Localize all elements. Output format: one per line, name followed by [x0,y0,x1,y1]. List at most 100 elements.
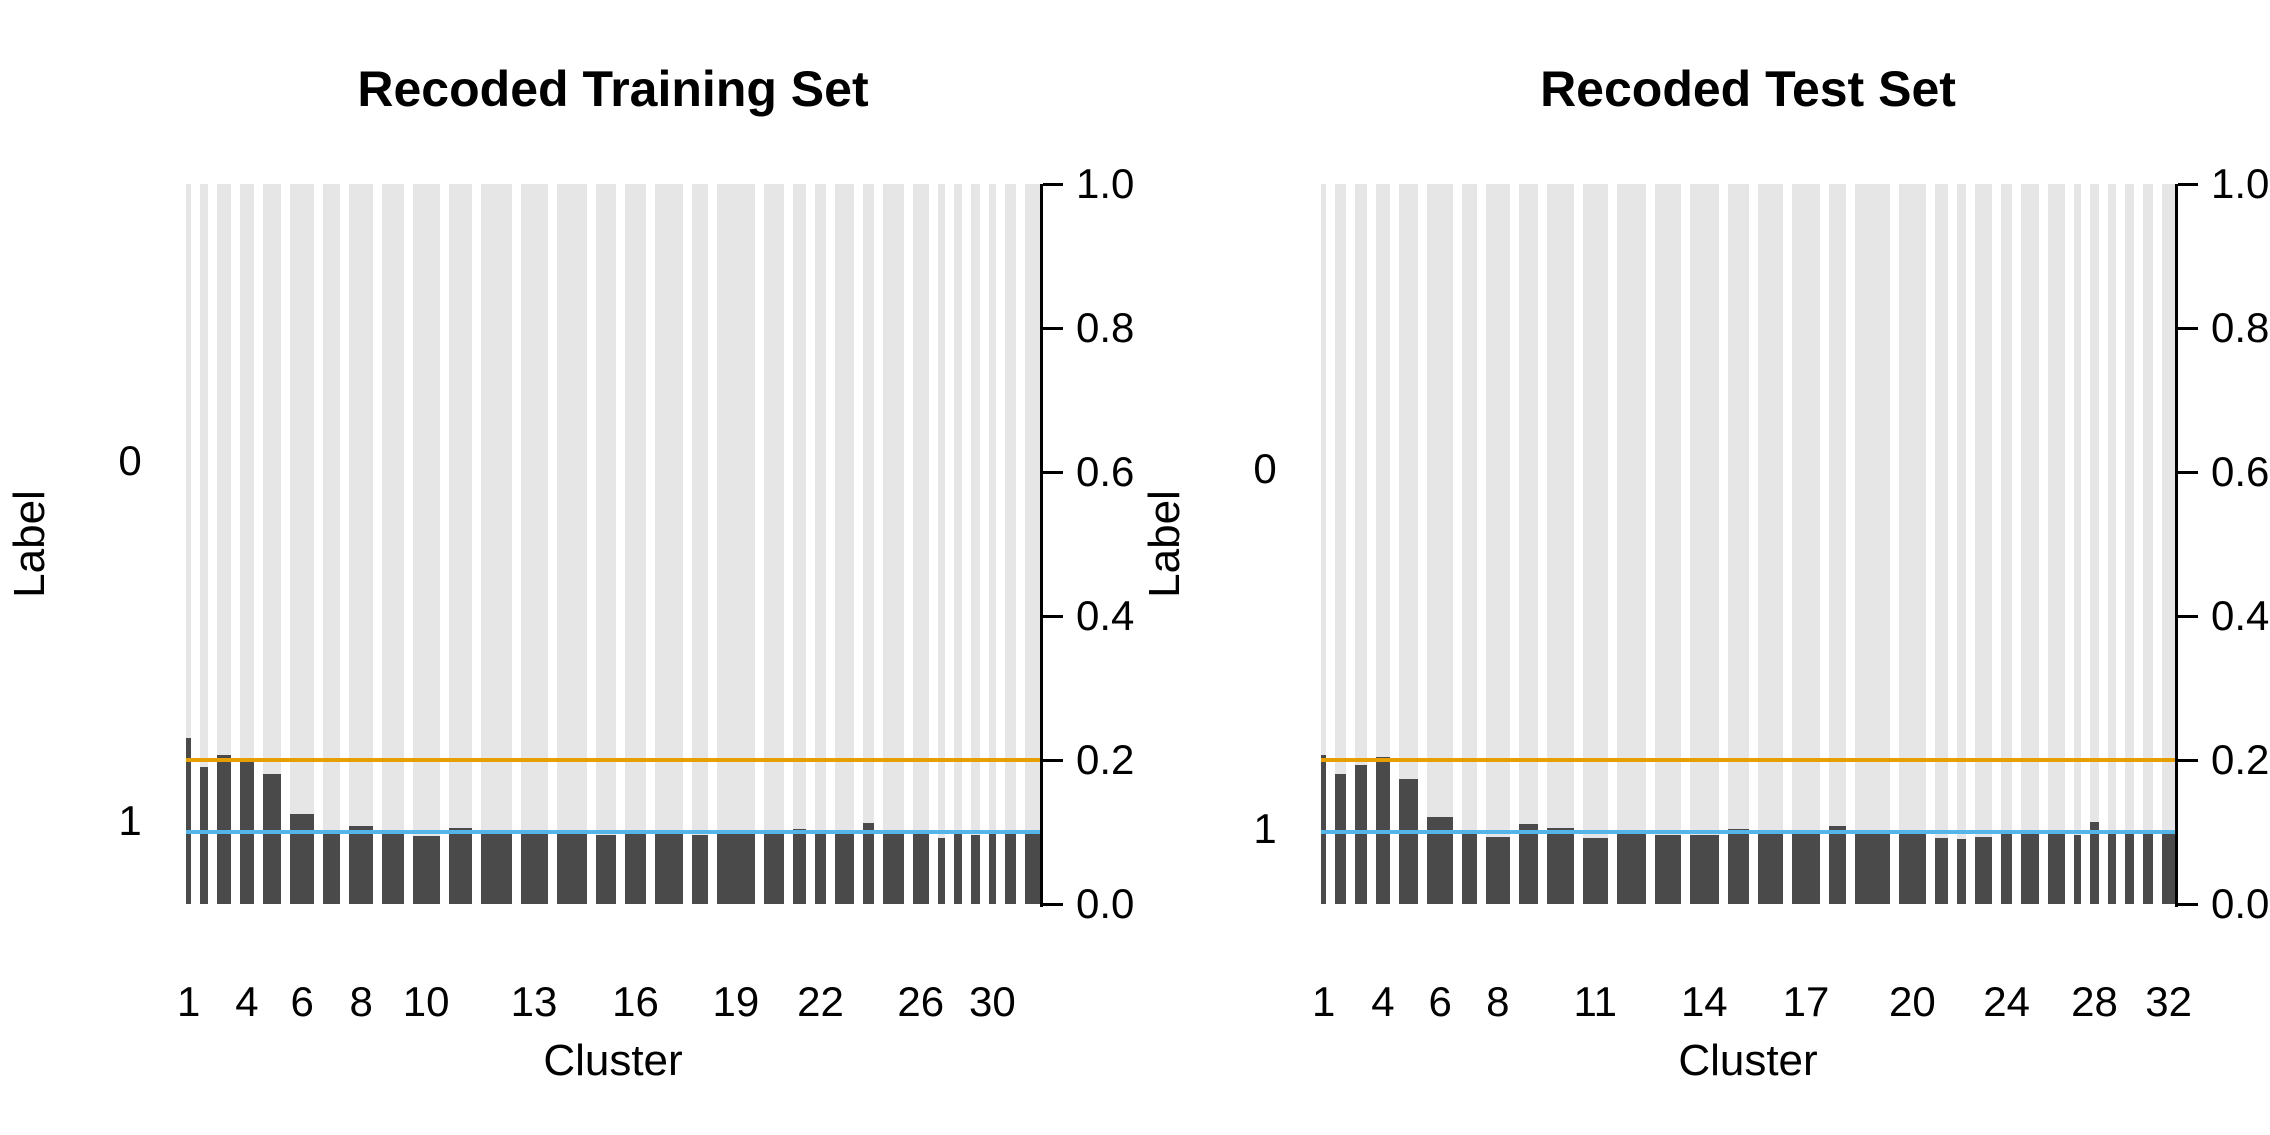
spine-column-label1 [1654,835,1682,904]
spine-column-label0 [349,184,374,826]
y-category-0: 0 [118,437,142,485]
spine-column-label1 [1547,828,1574,904]
spine-column-label1 [1461,832,1477,904]
spine-column-label1 [625,834,646,904]
reference-line [186,758,1040,762]
spine-column-label0 [2073,184,2082,835]
spine-column-label0 [1461,184,1477,832]
spine-column-label0 [2090,184,2099,822]
spine-column-label1 [556,830,587,904]
right-axis-tick-label: 0.8 [2211,304,2270,351]
spine-column-label1 [412,836,440,904]
spine-column-label0 [323,184,341,833]
spine-column-label0 [448,184,473,828]
x-axis-tick-label: 6 [1428,978,1452,1025]
spine-column-label0 [793,184,807,829]
spine-column-label1 [763,833,785,904]
spine-column-label0 [1024,184,1040,833]
spine-column-label0 [763,184,785,833]
spine-column-label0 [520,184,548,832]
spine-column-label0 [262,184,282,774]
spine-column-label1 [1898,830,1927,904]
right-axis-tick [2178,326,2198,330]
spine-column-label1 [2107,834,2117,904]
spine-column-label1 [654,833,683,904]
spine-column-label0 [988,184,997,834]
y-category-1: 1 [1253,805,1277,853]
x-axis-tick-label: 16 [612,978,659,1025]
spine-column-label0 [1854,184,1890,834]
spine-column-label0 [1828,184,1846,826]
spine-column-label1 [1828,826,1846,904]
spine-column-label1 [1975,837,1993,904]
spine-column-label1 [954,831,962,904]
spine-column-label0 [186,184,192,738]
right-axis-tick-label: 0.2 [2211,736,2270,783]
spine-column-label1 [1335,774,1346,904]
spine-column-label0 [863,184,875,823]
spine-column-label0 [716,184,755,833]
x-axis-tick-label: 4 [235,978,259,1025]
panel-test: Recoded Test Set Label 0 1 0.0 0.2 0.4 0.6 0… [1135,0,2270,1135]
y-category-0: 0 [1253,445,1277,493]
panel-title: Recoded Training Set [357,61,869,117]
spine-column-label1 [863,823,875,904]
spine-column-label1 [349,826,374,904]
spine-column-label0 [2125,184,2134,832]
spine-column-label1 [1005,831,1016,904]
x-axis-tick-label: 19 [712,978,760,1025]
right-axis-tick [2178,758,2198,762]
x-axis-tick-label: 1 [1311,978,1336,1025]
right-axis-line [1040,184,1043,907]
x-axis-tick-label: 26 [897,978,945,1025]
spine-column-label0 [1616,184,1646,833]
spine-column-label0 [2020,184,2039,834]
right-axis-tick [1043,902,1063,906]
x-axis-title: Cluster [543,1036,683,1085]
spine-column-label0 [1654,184,1682,835]
spine-column-label1 [2162,833,2175,904]
spine-column-label1 [815,834,826,904]
x-axis-tick-label: 10 [402,978,450,1025]
spine-column-label0 [625,184,646,834]
right-axis-tick [1043,182,1063,186]
spine-column-label0 [1690,184,1719,835]
spine-column-label1 [1582,838,1608,904]
spine-column-label1 [883,834,904,904]
spine-column-label0 [1427,184,1453,817]
y-category-1: 1 [118,797,142,845]
spine-column-label0 [1005,184,1016,831]
spine-column-label1 [691,835,708,904]
spine-column-label0 [481,184,512,834]
spine-column-label1 [970,835,980,904]
x-axis-tick-label: 24 [1983,978,2030,1025]
right-axis-tick [1043,470,1063,474]
spine-column-label1 [520,832,548,904]
x-axis-tick-label: 4 [1371,978,1395,1025]
spine-column-label1 [716,833,755,904]
x-axis-tick-label: 30 [968,978,1016,1025]
spine-column-label1 [216,755,231,904]
spine-column-label1 [448,828,473,904]
spine-column-label1 [1757,831,1784,904]
x-axis-tick-label: 22 [797,978,844,1025]
right-axis-tick [2178,614,2198,618]
spine-column-label0 [1975,184,1993,837]
spine-column-label0 [412,184,440,836]
spine-column-label0 [239,184,254,761]
spine-column-label0 [1399,184,1419,779]
spine-column-label0 [290,184,315,814]
spine-column-label1 [2001,833,2012,904]
spine-column-label1 [481,834,512,904]
spine-column-label0 [912,184,929,833]
x-axis-tick-label: 1 [177,978,201,1025]
spine-column-label0 [1547,184,1574,828]
spine-column-label0 [1375,184,1391,757]
spine-column-label1 [1690,835,1719,904]
spine-column-label0 [2142,184,2154,830]
spineplot-test [1321,184,2175,904]
reference-line [1321,830,2175,834]
x-axis-tick-label: 8 [1486,978,1510,1025]
right-axis-tick [1043,326,1063,330]
right-axis-tick-label: 1.0 [2211,160,2270,207]
